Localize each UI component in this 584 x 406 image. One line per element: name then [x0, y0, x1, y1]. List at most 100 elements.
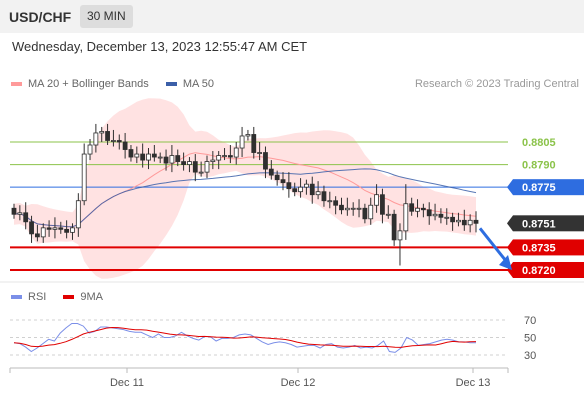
candle-body — [93, 132, 99, 146]
candle-body — [17, 212, 23, 215]
legend-item-rsi: RSI — [11, 291, 46, 303]
candle-body — [432, 213, 438, 217]
price-legend: MA 20 + Bollinger Bands MA 50 — [11, 78, 228, 90]
candle-body — [64, 228, 70, 233]
candle-body — [339, 204, 344, 211]
candle-body — [198, 171, 204, 174]
x-tick-label-Dec 11: Dec 11 — [110, 377, 144, 389]
candle-body — [263, 152, 268, 170]
candle-body — [327, 200, 333, 203]
candle-body — [362, 207, 368, 220]
candle-body — [286, 182, 292, 190]
candle-body — [105, 131, 110, 141]
candle-body — [368, 204, 374, 220]
candle-body — [403, 203, 409, 232]
candle-body — [99, 131, 105, 134]
legend-swatch-ma20 — [11, 82, 22, 87]
timeframe-button[interactable]: 30 MIN — [80, 5, 133, 28]
level-tag-pointer-0.8735 — [507, 239, 513, 256]
level-label-0.8805: 0.8805 — [522, 137, 556, 149]
level-tag-0.8720 — [513, 262, 584, 278]
chart-header: USD/CHF 30 MIN — [0, 0, 584, 33]
candle-body — [456, 219, 461, 223]
candle-body — [420, 207, 426, 211]
candle-body — [70, 227, 75, 233]
candle-body — [461, 219, 467, 226]
bollinger-band-area — [14, 98, 476, 279]
candle-body — [157, 156, 163, 159]
candle-body — [391, 213, 397, 241]
candle-body — [175, 155, 181, 162]
candle-body — [87, 144, 93, 155]
candle-body — [140, 153, 146, 161]
candle-body — [192, 161, 198, 173]
candle-body — [210, 159, 216, 162]
candle-body — [23, 212, 29, 223]
candle-body — [415, 207, 420, 212]
candle-body — [52, 227, 58, 230]
candle-body — [450, 216, 456, 223]
candle-body — [473, 219, 479, 224]
legend-swatch-9ma — [63, 295, 75, 300]
level-tag-pointer-0.8751 — [507, 215, 513, 232]
currency-pair-title: USD/CHF — [9, 9, 72, 25]
candle-body — [344, 207, 350, 211]
candle-body — [134, 153, 140, 158]
candle-body — [385, 213, 391, 216]
x-tick-label-Dec 12: Dec 12 — [281, 377, 316, 389]
candle-body — [298, 186, 303, 193]
rsi-tick-label-50: 50 — [524, 333, 536, 345]
candle-body — [187, 161, 192, 165]
level-tag-0.8735 — [513, 239, 584, 256]
candle-body — [46, 227, 52, 230]
rsi-tick-label-30: 30 — [524, 350, 536, 362]
level-label-0.8735: 0.8735 — [522, 242, 556, 254]
candles — [11, 123, 479, 266]
candle-body — [438, 213, 444, 218]
candle-body — [111, 140, 116, 142]
candle-body — [315, 191, 321, 196]
candle-body — [222, 155, 227, 157]
candle-body — [257, 152, 263, 154]
legend-label-ma50: MA 50 — [182, 78, 215, 90]
legend-label-rsi: RSI — [28, 291, 47, 303]
candle-body — [274, 174, 280, 181]
candle-body — [227, 155, 233, 158]
x-tick-label-Dec 13: Dec 13 — [456, 377, 491, 389]
candle-body — [216, 155, 222, 161]
candle-body — [350, 207, 356, 210]
candle-body — [467, 219, 473, 226]
candle-body — [181, 161, 186, 165]
candle-body — [292, 188, 298, 193]
candle-body — [233, 147, 239, 158]
legend-swatch-rsi — [11, 295, 22, 300]
candle-body — [128, 149, 134, 158]
legend-label-ma20: MA 20 + Bollinger Bands — [28, 78, 149, 90]
legend-item-9ma: 9MA — [63, 291, 103, 303]
candle-body — [397, 230, 403, 241]
legend-item-ma20: MA 20 + Bollinger Bands — [11, 78, 149, 90]
legend-item-ma50: MA 50 — [165, 78, 215, 90]
candle-body — [245, 134, 251, 137]
level-tag-pointer-0.8720 — [507, 262, 513, 278]
candle-body — [251, 134, 257, 153]
candle-body — [356, 207, 362, 210]
level-label-0.8790: 0.8790 — [522, 160, 556, 172]
candle-body — [333, 200, 339, 206]
rsi-legend: RSI 9MA — [11, 291, 117, 303]
candle-body — [81, 153, 87, 202]
forecast-arrow-head — [499, 254, 512, 270]
candle-body — [309, 183, 315, 196]
candle-body — [444, 216, 450, 219]
candle-body — [58, 227, 64, 230]
level-tag-pointer-0.8775 — [507, 179, 513, 196]
level-label-0.8720: 0.8720 — [522, 265, 556, 277]
candle-body — [426, 209, 432, 217]
candle-body — [268, 168, 274, 176]
candle-body — [11, 207, 17, 215]
candle-body — [169, 155, 175, 164]
candle-body — [29, 221, 34, 235]
rsi-tick-label-70: 70 — [524, 315, 536, 327]
candle-body — [280, 179, 286, 184]
